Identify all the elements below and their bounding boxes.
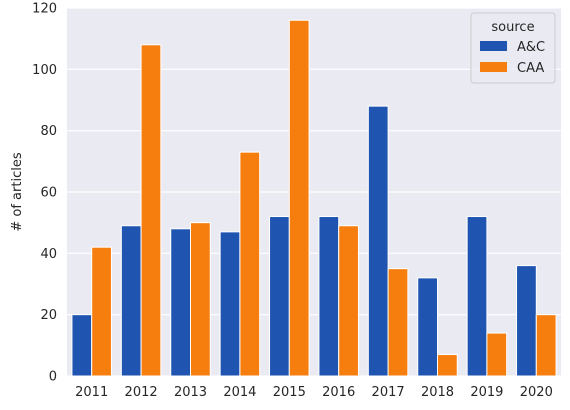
bar-ac-2013 (170, 228, 192, 377)
bar-ac-2017 (367, 105, 389, 377)
bar-caa-2019 (486, 332, 508, 377)
legend-items: A&C CAA (480, 40, 545, 76)
legend-title: source (491, 20, 534, 35)
bar-ac-2020 (516, 265, 537, 377)
legend-swatch-ac (480, 41, 507, 51)
bar-caa-2016 (338, 225, 359, 377)
bar-ac-2018 (417, 277, 438, 377)
y-tick-label-120: 120 (32, 2, 57, 17)
x-tick-label-2013: 2013 (174, 385, 207, 400)
y-tick-label-60: 60 (40, 186, 57, 201)
y-tick-label-20: 20 (40, 308, 57, 323)
bar-caa-2011 (91, 246, 112, 377)
bar-caa-2015 (288, 19, 310, 377)
bar-ac-2016 (318, 216, 340, 377)
x-tick-label-2015: 2015 (273, 385, 306, 400)
y-axis-label: # of articles (10, 152, 25, 231)
y-tick-label-0: 0 (49, 370, 57, 385)
bar-caa-2020 (535, 314, 557, 377)
bar-caa-2013 (190, 222, 211, 377)
bar-ac-2014 (219, 231, 241, 377)
bar-ac-2011 (71, 314, 93, 377)
x-tick-label-2011: 2011 (75, 385, 108, 400)
legend-label-ac: A&C (517, 40, 545, 55)
legend-label-caa: CAA (517, 61, 544, 76)
x-tick-labels: 2011 2012 2013 2014 2015 2016 2017 2018 2019 2020 (75, 385, 553, 400)
legend: source A&C CAA (470, 12, 556, 84)
bar-ac-2015 (269, 216, 290, 377)
bar-ac-2012 (120, 225, 142, 377)
x-tick-label-2020: 2020 (520, 385, 553, 400)
x-tick-label-2017: 2017 (372, 385, 405, 400)
y-tick-label-40: 40 (40, 247, 57, 262)
y-tick-label-100: 100 (32, 63, 57, 78)
legend-swatch-caa (480, 62, 507, 72)
x-tick-label-2018: 2018 (421, 385, 454, 400)
bar-ac-2019 (466, 216, 488, 377)
x-tick-label-2016: 2016 (322, 385, 355, 400)
bar-caa-2017 (387, 268, 409, 377)
x-tick-label-2012: 2012 (125, 385, 158, 400)
y-tick-label-80: 80 (40, 124, 57, 139)
x-tick-label-2014: 2014 (223, 385, 256, 400)
bar-caa-2012 (140, 44, 162, 377)
bars (71, 19, 557, 377)
bar-caa-2014 (239, 151, 261, 377)
bar-caa-2018 (437, 354, 458, 377)
x-tick-label-2019: 2019 (470, 385, 503, 400)
y-tick-labels: 0 20 40 60 80 100 120 (32, 2, 57, 385)
